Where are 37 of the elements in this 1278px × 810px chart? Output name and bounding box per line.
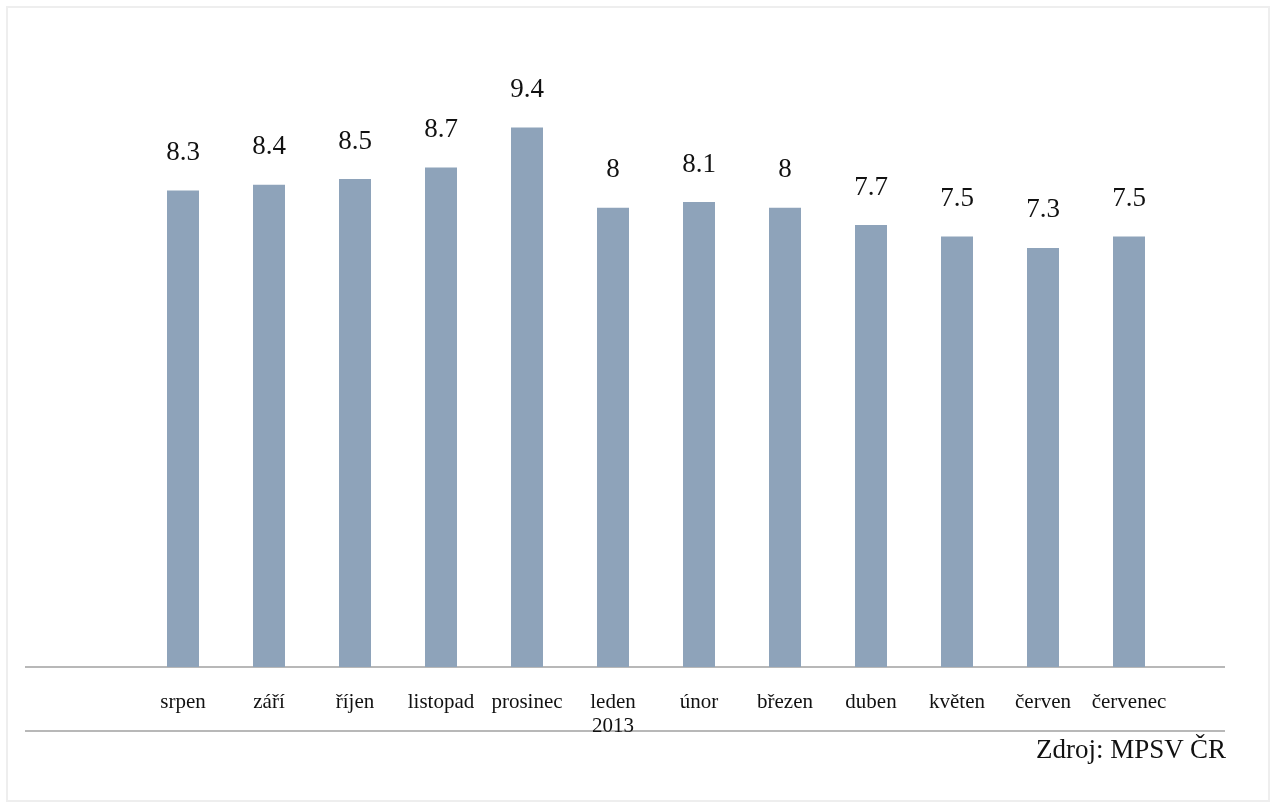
bar (769, 207, 801, 667)
data-label: 8 (606, 153, 620, 184)
data-label: 7.5 (1112, 182, 1146, 212)
x-tick-label: červen (1015, 689, 1072, 713)
bar (597, 207, 629, 667)
data-label: 8.4 (252, 130, 287, 161)
data-label: 7.5 (940, 182, 974, 212)
data-label: 7.7 (854, 170, 888, 201)
x-tick-label: listopad (407, 689, 475, 713)
text: Zdroj: MPSV ČR (1035, 734, 1226, 765)
x-tick-label: srpen (160, 689, 207, 713)
x-tick-label: květen (929, 689, 986, 713)
x-tick-label: duben (845, 689, 898, 713)
data-label: 8.7 (424, 113, 458, 144)
x-tick-label: únor (679, 689, 719, 713)
bar (253, 184, 285, 667)
bar (511, 127, 543, 667)
bar (683, 202, 715, 667)
bar (1113, 236, 1145, 667)
data-label: 8.1 (682, 147, 716, 178)
bar (339, 179, 371, 667)
bar (855, 225, 887, 667)
data-label: 8 (778, 153, 792, 184)
data-label: 7.3 (1026, 193, 1060, 224)
bar (425, 167, 457, 667)
bar (1027, 247, 1059, 667)
x-tick-label: prosinec (491, 689, 563, 713)
data-label: 8.5 (338, 124, 372, 155)
x-tick-label: říjen (335, 689, 375, 713)
data-label: 9.4 (510, 72, 545, 103)
x-tick-label: březen (757, 689, 814, 713)
bar (167, 190, 199, 667)
x-tick-label: leden 2013 (590, 689, 637, 737)
x-tick-label: červenec (1091, 689, 1167, 713)
bar (941, 236, 973, 667)
x-tick-label: září (253, 689, 285, 713)
data-label: 8.3 (166, 136, 200, 167)
